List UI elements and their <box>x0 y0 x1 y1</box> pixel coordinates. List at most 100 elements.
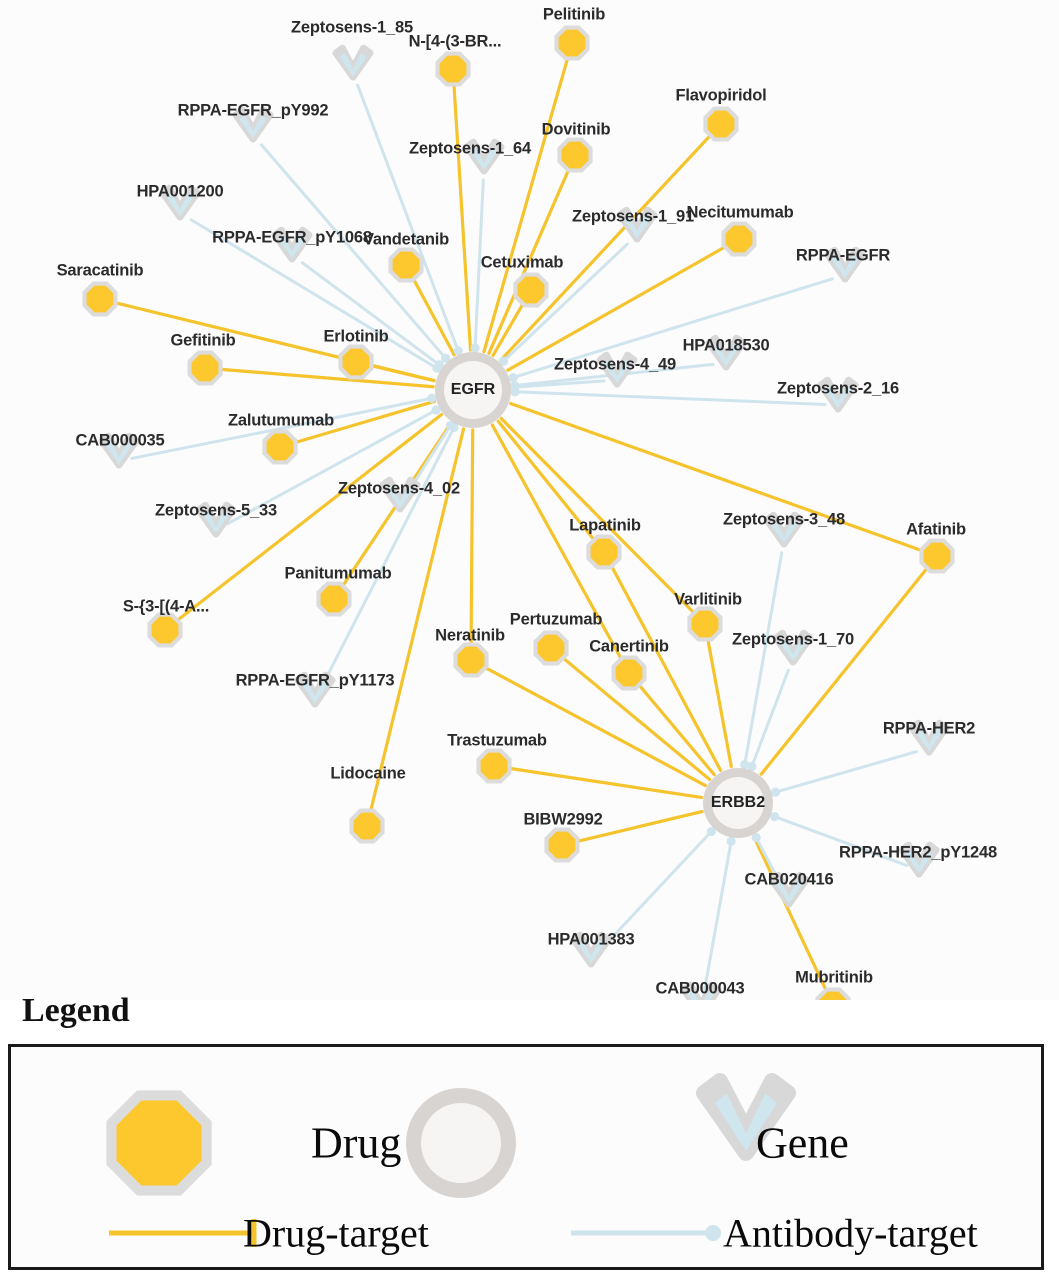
drug-node[interactable] <box>338 344 374 380</box>
drug-target-edge[interactable] <box>496 419 597 542</box>
antibody-target-edge[interactable] <box>513 390 827 406</box>
drug-target-edge[interactable] <box>368 427 466 814</box>
antibody-target-edge[interactable] <box>225 408 438 526</box>
antibody-node[interactable] <box>596 351 638 388</box>
drug-target-edge[interactable] <box>490 423 624 662</box>
antibody-target-edge[interactable] <box>502 242 630 363</box>
drug-octagon-icon <box>517 276 545 304</box>
drug-node[interactable] <box>586 534 622 570</box>
drug-node[interactable] <box>388 247 424 283</box>
network-graph-svg[interactable] <box>0 0 1059 1000</box>
network-canvas[interactable]: Zeptosens-1_85 RPPA-EGFR_pY992 Zeptosens-1… <box>0 0 1059 1000</box>
antibody-node[interactable] <box>271 226 313 263</box>
antibody-node[interactable] <box>294 671 336 708</box>
drug-node[interactable] <box>554 25 590 61</box>
drug-target-edge[interactable] <box>706 637 733 769</box>
antibody-target-edge[interactable] <box>743 551 784 767</box>
antibody-node[interactable] <box>232 106 274 143</box>
gene-node[interactable] <box>703 768 773 838</box>
antibody-node[interactable] <box>705 334 747 371</box>
antibody-target-edge[interactable] <box>598 829 713 953</box>
drug-target-edge[interactable] <box>175 412 444 623</box>
drug-node[interactable] <box>611 655 647 691</box>
antibody-target-edge[interactable] <box>189 218 439 370</box>
antibody-node[interactable] <box>379 476 421 513</box>
antibody-target-edge[interactable] <box>773 750 919 794</box>
drug-node[interactable] <box>453 642 489 678</box>
antibody-target-edge[interactable] <box>356 83 460 353</box>
drug-node[interactable] <box>687 606 723 642</box>
drug-target-edge[interactable] <box>411 276 456 357</box>
antibody-edge-endpoint <box>440 353 451 363</box>
antibody-target-edge[interactable] <box>773 815 909 867</box>
drug-node[interactable] <box>721 221 757 257</box>
drug-target-edge[interactable] <box>509 401 925 553</box>
drug-target-edge[interactable] <box>637 682 716 777</box>
drug-target-edge[interactable] <box>469 428 475 647</box>
drug-node[interactable] <box>533 630 569 666</box>
antibody-node[interactable] <box>908 719 950 756</box>
antibody-edge-endpoint <box>706 826 716 837</box>
drug-target-edge[interactable] <box>507 766 704 800</box>
drug-target-edge[interactable] <box>759 566 930 776</box>
drug-target-edge[interactable] <box>609 563 723 772</box>
drug-octagon-icon <box>691 610 719 638</box>
antibody-node[interactable] <box>332 44 374 81</box>
drug-node[interactable] <box>435 51 471 87</box>
antibody-node[interactable] <box>98 432 140 469</box>
antibody-target-edge[interactable] <box>750 668 790 769</box>
antibody-target-edge[interactable] <box>473 178 485 350</box>
antibody-node[interactable] <box>195 501 237 538</box>
antibody-node[interactable] <box>763 511 805 548</box>
drug-target-edge[interactable] <box>452 82 473 352</box>
drug-node[interactable] <box>262 429 298 465</box>
drug-target-edge[interactable] <box>752 834 829 994</box>
antibody-node[interactable] <box>159 184 201 221</box>
drug-node[interactable] <box>476 748 512 784</box>
drug-target-edge[interactable] <box>292 399 437 445</box>
drug-target-edge[interactable] <box>482 55 570 354</box>
drug-node[interactable] <box>513 272 549 308</box>
antibody-node[interactable] <box>616 206 658 243</box>
drug-target-edge[interactable] <box>491 301 526 357</box>
drug-target-edge[interactable] <box>506 244 728 372</box>
legend-label-drug-target: Drug-target <box>243 1210 429 1256</box>
antibody-target-edge[interactable] <box>130 396 434 460</box>
drug-node[interactable] <box>557 137 593 173</box>
antibody-node[interactable] <box>824 246 866 283</box>
drug-target-edge[interactable] <box>368 363 436 383</box>
antibody-node[interactable] <box>772 629 814 666</box>
antibody-node[interactable] <box>570 931 612 968</box>
antibody-target-edge[interactable] <box>511 277 835 380</box>
drug-target-edge[interactable] <box>574 809 704 844</box>
antibody-node[interactable] <box>768 871 810 908</box>
legend-label-antibody-target: Antibody-target <box>723 1210 978 1256</box>
antibody-target-edge[interactable] <box>300 261 441 367</box>
antibody-target-edge[interactable] <box>319 425 456 690</box>
antibody-target-edge[interactable] <box>701 839 733 999</box>
drug-target-edge[interactable] <box>218 367 435 389</box>
drug-node[interactable] <box>187 350 223 386</box>
drug-target-edge[interactable] <box>498 133 713 363</box>
drug-target-edge[interactable] <box>487 167 571 355</box>
drug-node[interactable] <box>82 281 118 317</box>
drug-node[interactable] <box>544 827 580 863</box>
antibody-node[interactable] <box>680 981 722 1000</box>
drug-target-edge[interactable] <box>560 655 712 781</box>
drug-node[interactable] <box>815 987 851 1000</box>
antibody-target-edge[interactable] <box>259 143 448 360</box>
antibody-node[interactable] <box>817 376 859 413</box>
legend-symbols-svg <box>106 1073 796 1247</box>
drug-node[interactable] <box>703 106 739 142</box>
antibody-node[interactable] <box>898 841 940 878</box>
drug-target-edge[interactable] <box>499 416 697 615</box>
antibody-target-edge[interactable] <box>513 379 606 389</box>
drug-target-edge[interactable] <box>482 665 707 788</box>
gene-node[interactable] <box>435 352 511 428</box>
antibody-node[interactable] <box>463 138 505 175</box>
drug-node[interactable] <box>316 581 352 617</box>
drug-node[interactable] <box>349 808 385 844</box>
drug-node[interactable] <box>919 538 955 574</box>
drug-node[interactable] <box>147 612 183 648</box>
